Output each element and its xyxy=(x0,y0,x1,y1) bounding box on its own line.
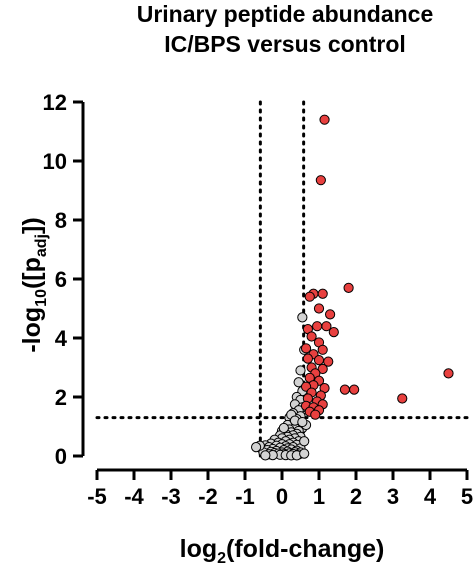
x-tick-labels: -5 -4 -3 -2 -1 0 1 2 3 4 5 xyxy=(87,470,473,509)
x-axis-label: log2(fold-change) xyxy=(180,535,385,567)
x-tick-label: 2 xyxy=(350,484,362,509)
y-tick-label: 10 xyxy=(43,149,67,174)
y-tick-label: 8 xyxy=(55,208,67,233)
significant-point xyxy=(343,282,354,293)
x-tick-label: -3 xyxy=(161,484,181,509)
significant-point xyxy=(443,368,454,379)
nonsignificant-point xyxy=(299,436,310,447)
y-tick-label: 2 xyxy=(55,385,67,410)
nonsignificant-point xyxy=(297,416,308,428)
nonsignificant-point xyxy=(299,448,310,459)
significant-point xyxy=(300,343,312,354)
significant-point xyxy=(323,356,334,367)
x-tick-label: -1 xyxy=(235,484,255,509)
significant-point xyxy=(339,384,350,395)
chart-title-line1: Urinary peptide abundance xyxy=(137,1,434,27)
significant-point xyxy=(317,288,328,299)
x-tick-label: -2 xyxy=(198,484,218,509)
y-tick-label: 0 xyxy=(55,444,67,469)
x-tick-label: -5 xyxy=(87,484,107,509)
significant-point xyxy=(310,409,321,420)
nonsignificant-point xyxy=(295,365,306,376)
significant-point xyxy=(317,344,328,355)
x-tick-label: 1 xyxy=(313,484,325,509)
significant-point xyxy=(312,321,323,332)
significant-point xyxy=(317,363,328,375)
significant-point xyxy=(306,331,317,342)
nonsignificant-point xyxy=(251,442,262,453)
nonsignificant-point xyxy=(260,450,271,461)
x-tick-label: 5 xyxy=(461,484,473,509)
significant-point xyxy=(319,114,330,125)
y-tick-label: 4 xyxy=(55,326,68,351)
significant-point xyxy=(304,291,315,302)
significant-point xyxy=(302,353,313,364)
nonsignificant-point xyxy=(297,312,308,323)
x-tick-label: 0 xyxy=(276,484,288,509)
nonsignificant-point xyxy=(293,377,304,388)
x-tick-label: 4 xyxy=(424,484,437,509)
axes xyxy=(81,102,467,472)
y-tick-label: 12 xyxy=(43,90,67,115)
significant-point xyxy=(397,393,408,404)
chart-title-line2: IC/BPS versus control xyxy=(164,31,406,57)
significant-point xyxy=(313,355,325,366)
significant-point xyxy=(313,303,325,314)
y-tick-label: 6 xyxy=(55,267,67,292)
nonsignificant-point xyxy=(278,422,289,434)
y-axis-label: -log10([padj]) xyxy=(18,217,50,352)
x-tick-label: -4 xyxy=(124,484,144,509)
significant-point xyxy=(315,175,326,186)
data-points xyxy=(251,114,454,461)
significant-point xyxy=(349,384,360,395)
threshold-lines xyxy=(95,100,469,458)
significant-point xyxy=(325,309,336,320)
x-tick-label: 3 xyxy=(387,484,399,509)
y-tick-labels: 0 2 4 6 8 10 12 xyxy=(43,90,83,469)
significant-point xyxy=(328,327,339,338)
